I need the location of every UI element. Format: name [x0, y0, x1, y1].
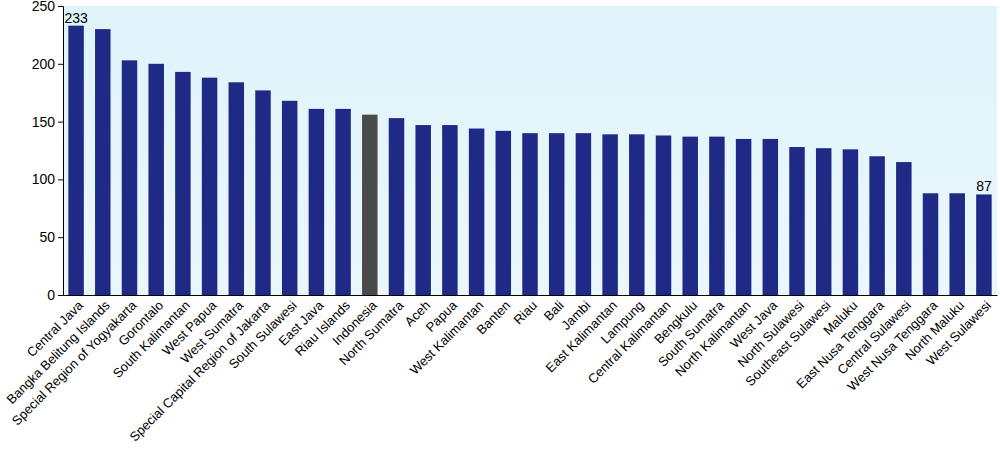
- y-tick: 200: [32, 56, 63, 72]
- bar: [949, 193, 964, 295]
- bar: [629, 134, 644, 295]
- y-tick: 150: [32, 114, 63, 130]
- bar: [415, 125, 430, 295]
- y-axis: 0 50 100 150 200 250: [32, 0, 64, 303]
- y-tick-label: 50: [39, 229, 55, 245]
- bar: [763, 139, 778, 295]
- x-tick-label: Banten: [474, 298, 514, 338]
- bar: [896, 162, 911, 295]
- bar: [309, 109, 324, 295]
- bar: [709, 137, 724, 295]
- y-tick-label: 200: [32, 56, 56, 72]
- bar: [496, 131, 511, 295]
- y-tick-mark: [58, 237, 63, 238]
- y-tick-mark: [58, 295, 63, 296]
- x-tick-label: West Sulawesi: [923, 298, 994, 369]
- bar: [923, 193, 938, 295]
- bar: [95, 29, 110, 295]
- bar: [122, 60, 137, 295]
- bar: [229, 82, 244, 295]
- y-tick: 50: [39, 229, 63, 245]
- x-axis-line: [64, 295, 998, 296]
- y-tick-label: 250: [32, 0, 56, 14]
- bar: [522, 133, 537, 295]
- bar: [576, 133, 591, 295]
- y-tick-mark: [58, 179, 63, 180]
- bar: [362, 115, 377, 295]
- bar: [335, 109, 350, 295]
- y-tick-label: 100: [32, 171, 56, 187]
- bars: [68, 26, 991, 295]
- bar: [736, 139, 751, 295]
- bar: [869, 156, 884, 295]
- x-tick-label: Bangka Belitung Islands: [4, 297, 114, 407]
- y-tick: 0: [47, 287, 63, 303]
- x-tick-label: North Sumatra: [336, 297, 407, 368]
- bar: [469, 129, 484, 295]
- x-tick: Special Capital Region of Jakarta: [126, 295, 273, 444]
- bar: [549, 133, 564, 295]
- bar: [148, 64, 163, 295]
- bar: [255, 90, 270, 295]
- x-tick: Riau: [510, 295, 540, 327]
- bar: [843, 149, 858, 295]
- bar: [976, 194, 991, 295]
- bar: [175, 72, 190, 295]
- y-tick-label: 0: [47, 287, 55, 303]
- bar: [442, 125, 457, 295]
- x-tick: Banten: [474, 295, 514, 337]
- y-tick-mark: [58, 6, 63, 7]
- bar: [602, 134, 617, 295]
- x-tick-label: West Kalimantan: [407, 298, 487, 378]
- x-tick: West Sulawesi: [923, 295, 994, 368]
- plot-background: [63, 6, 997, 295]
- data-label: 87: [976, 178, 992, 194]
- x-tick-label: Riau: [510, 298, 540, 328]
- plot: 0 50 100 150 200 250 Central JavaBangka Belitu…: [4, 0, 998, 444]
- y-axis-line: [58, 7, 64, 296]
- bar: [389, 118, 404, 295]
- bar: [682, 137, 697, 295]
- x-tick-label: Special Capital Region of Jakarta: [126, 297, 273, 444]
- data-labels: 233 87: [64, 10, 992, 195]
- bar: [656, 135, 671, 295]
- bar: [282, 101, 297, 295]
- data-label: 233: [64, 10, 88, 26]
- y-tick-mark: [58, 122, 63, 123]
- y-tick: 100: [32, 171, 63, 187]
- chart: 0 50 100 150 200 250 Central JavaBangka Belitu…: [0, 0, 1000, 457]
- x-tick: West Kalimantan: [407, 295, 487, 378]
- x-axis: Central JavaBangka Belitung IslandsSpeci…: [4, 295, 998, 444]
- y-tick-mark: [58, 64, 63, 65]
- bar: [789, 147, 804, 295]
- bar: [68, 26, 83, 295]
- bar: [202, 78, 217, 295]
- y-tick-label: 150: [32, 114, 56, 130]
- y-tick: 250: [32, 0, 63, 14]
- x-tick: North Sumatra: [336, 295, 407, 368]
- bar: [816, 148, 831, 295]
